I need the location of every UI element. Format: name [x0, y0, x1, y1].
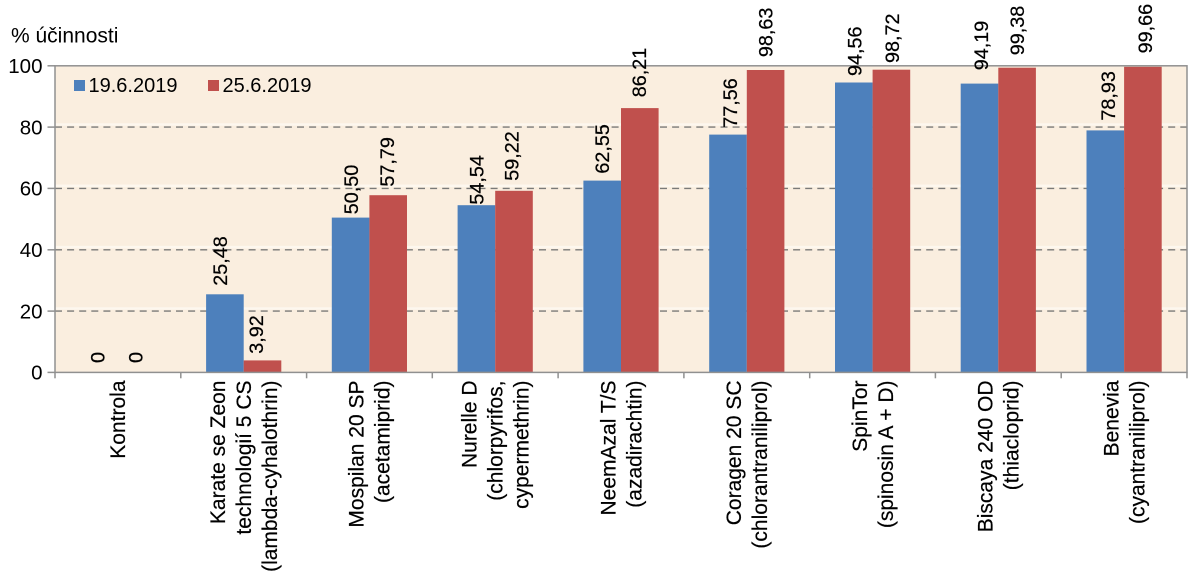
svg-text:20: 20: [20, 300, 43, 323]
svg-text:technologií 5 CS: technologií 5 CS: [233, 381, 256, 535]
svg-text:3,92: 3,92: [246, 315, 268, 354]
svg-text:94,56: 94,56: [845, 26, 867, 76]
svg-text:(chlorantraniliprol): (chlorantraniliprol): [749, 381, 772, 549]
svg-text:99,38: 99,38: [1007, 6, 1029, 56]
svg-text:50,50: 50,50: [341, 165, 363, 215]
svg-text:0: 0: [125, 352, 147, 363]
svg-text:78,93: 78,93: [1098, 71, 1120, 121]
svg-text:Kontrola: Kontrola: [107, 380, 130, 459]
svg-text:62,55: 62,55: [592, 124, 614, 174]
svg-text:25,48: 25,48: [210, 236, 232, 286]
svg-text:86,21: 86,21: [629, 48, 651, 98]
svg-text:100: 100: [8, 55, 42, 78]
svg-text:(chlorpyrifos,: (chlorpyrifos,: [485, 381, 508, 501]
svg-text:94,19: 94,19: [971, 21, 993, 71]
svg-text:Biscaya 240 OD: Biscaya 240 OD: [975, 381, 998, 533]
svg-text:(cyantraniliprol): (cyantraniliprol): [1126, 381, 1149, 525]
svg-text:98,72: 98,72: [882, 13, 904, 63]
svg-text:60: 60: [20, 178, 43, 201]
svg-text:0: 0: [88, 352, 110, 363]
svg-text:59,22: 59,22: [501, 131, 523, 181]
svg-text:Benevia: Benevia: [1100, 380, 1123, 456]
svg-text:% účinnosti: % účinnosti: [11, 25, 118, 48]
svg-text:(thiacloprid): (thiacloprid): [1001, 381, 1024, 491]
svg-text:57,79: 57,79: [377, 137, 399, 187]
svg-text:Nurelle D: Nurelle D: [459, 381, 482, 469]
svg-text:19.6.2019: 19.6.2019: [89, 75, 178, 97]
svg-text:98,63: 98,63: [755, 8, 777, 58]
svg-text:cypermethrin): cypermethrin): [511, 381, 534, 509]
svg-text:0: 0: [31, 362, 42, 385]
svg-text:54,54: 54,54: [467, 155, 489, 205]
svg-text:Coragen 20 SC: Coragen 20 SC: [723, 381, 746, 526]
svg-text:(acetamiprid): (acetamiprid): [372, 381, 395, 504]
svg-text:Karate se Zeon: Karate se Zeon: [207, 381, 230, 525]
svg-text:25.6.2019: 25.6.2019: [223, 75, 312, 97]
svg-text:99,66: 99,66: [1135, 4, 1157, 54]
svg-text:NeemAzal T/S: NeemAzal T/S: [597, 381, 620, 516]
svg-text:(azadirachtin): (azadirachtin): [623, 381, 646, 508]
svg-text:Mospilan 20 SP: Mospilan 20 SP: [346, 381, 369, 528]
svg-text:(spinosin A + D): (spinosin A + D): [875, 381, 898, 529]
svg-text:80: 80: [20, 116, 43, 139]
svg-text:SpinTor: SpinTor: [849, 380, 872, 451]
svg-text:77,56: 77,56: [720, 78, 742, 128]
svg-text:40: 40: [20, 239, 43, 262]
svg-text:(lambda-cyhalothrin): (lambda-cyhalothrin): [259, 381, 282, 572]
